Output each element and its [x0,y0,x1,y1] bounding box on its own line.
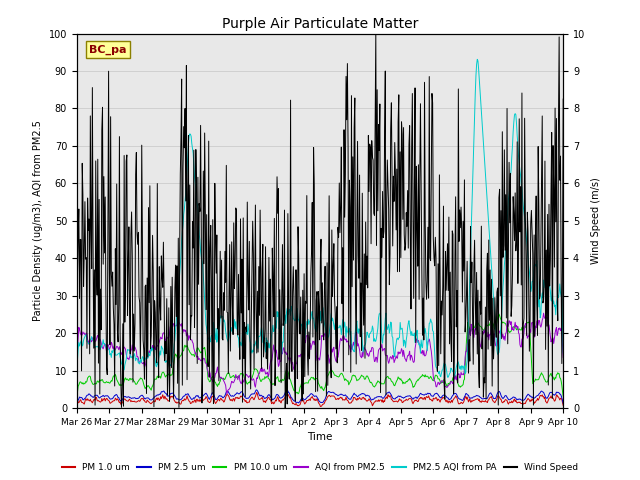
Y-axis label: Particle Density (ug/m3), AQI from PM2.5: Particle Density (ug/m3), AQI from PM2.5 [33,120,43,321]
Title: Purple Air Particulate Matter: Purple Air Particulate Matter [222,17,418,31]
Text: BC_pa: BC_pa [89,45,127,55]
X-axis label: Time: Time [307,432,333,442]
Legend: PM 1.0 um, PM 2.5 um, PM 10.0 um, AQI from PM2.5, PM2.5 AQI from PA, Wind Speed: PM 1.0 um, PM 2.5 um, PM 10.0 um, AQI fr… [58,459,582,476]
Y-axis label: Wind Speed (m/s): Wind Speed (m/s) [591,178,601,264]
